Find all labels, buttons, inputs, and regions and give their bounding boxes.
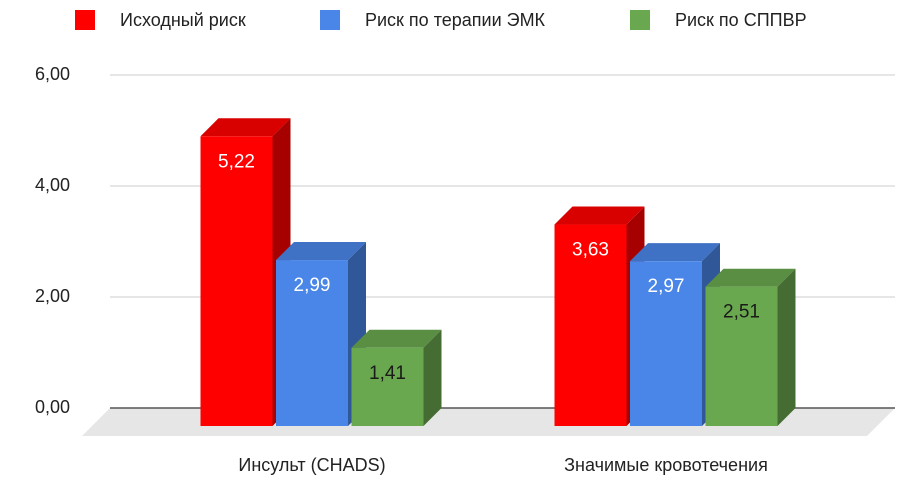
bar-top	[554, 206, 645, 225]
y-tick-label: 4,00	[35, 175, 70, 195]
legend-swatch	[630, 10, 650, 30]
x-tick-label: Инсульт (CHADS)	[238, 455, 385, 475]
bar-top	[351, 329, 442, 348]
legend-label: Исходный риск	[120, 10, 246, 30]
y-tick-label: 6,00	[35, 64, 70, 84]
bar	[351, 347, 424, 426]
legend-swatch	[320, 10, 340, 30]
bar-top	[200, 118, 291, 137]
bar	[554, 224, 627, 426]
legend-label: Риск по терапии ЭМК	[365, 10, 546, 30]
legend-swatch	[75, 10, 95, 30]
bar-top	[630, 243, 720, 262]
y-tick-label: 0,00	[35, 397, 70, 417]
bar	[630, 261, 702, 426]
value-label: 3,63	[572, 240, 609, 261]
x-tick-label: Значимые кровотечения	[564, 455, 768, 475]
value-label: 2,51	[723, 302, 760, 323]
bar-3d: 2,51	[705, 268, 796, 426]
bar-top	[705, 268, 796, 287]
bar-3d: 1,41	[351, 329, 442, 426]
value-label: 1,41	[369, 363, 406, 384]
bar	[200, 136, 273, 427]
bar	[705, 286, 778, 426]
bar-side	[777, 268, 796, 426]
bar-side	[423, 329, 442, 426]
bar	[276, 260, 348, 426]
value-label: 2,97	[648, 276, 685, 297]
bar-3d: 2,97	[630, 243, 720, 426]
value-label: 5,22	[218, 151, 255, 172]
legend-label: Риск по СППВР	[675, 10, 807, 30]
value-label: 2,99	[294, 275, 331, 296]
y-tick-label: 2,00	[35, 286, 70, 306]
bar-top	[276, 242, 366, 261]
